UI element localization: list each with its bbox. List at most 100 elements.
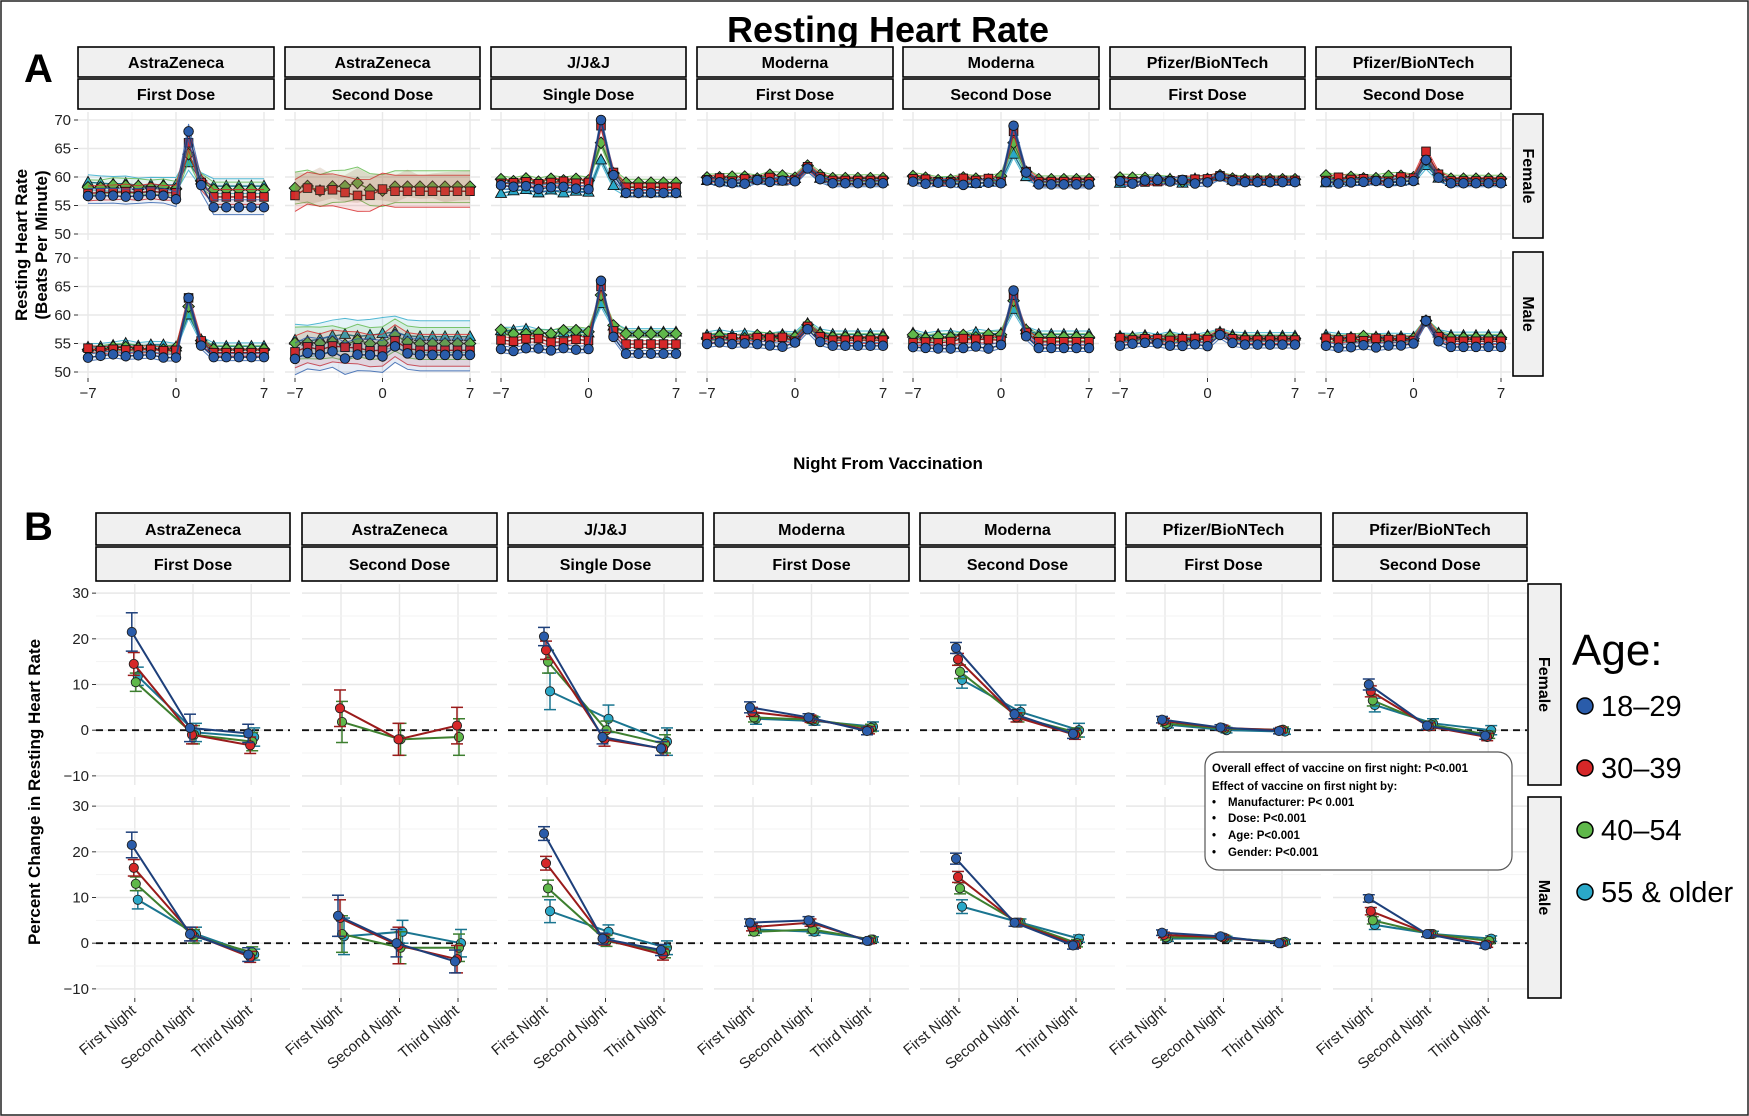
ci-upper [87, 123, 264, 201]
strip-dose [95, 546, 291, 582]
data-point [465, 186, 475, 196]
x-tick-label: 0 [584, 385, 592, 402]
data-point [95, 350, 106, 362]
strip-dose [1125, 546, 1322, 582]
facet-b [920, 584, 1115, 785]
strip-manufacturer [902, 46, 1100, 78]
facet-a: −7 0 7 [697, 250, 893, 402]
data-point [1358, 340, 1369, 351]
data-point [658, 348, 669, 360]
legend-label-55-older: 55 & older [1601, 877, 1734, 909]
data-point [1252, 176, 1263, 188]
strip-row [1527, 796, 1562, 999]
annotation-item-manufacturer: Manufacturer: P< 0.001 [1228, 797, 1355, 809]
data-point [1067, 728, 1079, 739]
y-tick-label: −10 [64, 981, 89, 998]
data-point [1189, 339, 1201, 350]
y-tick-label: 30 [72, 585, 89, 602]
data-point [246, 201, 257, 213]
data-point [1058, 179, 1070, 190]
data-point [377, 184, 388, 194]
data-point [714, 176, 725, 188]
data-point [877, 340, 889, 352]
data-point [221, 201, 232, 213]
data-point [983, 343, 994, 354]
data-point [389, 341, 401, 352]
data-point [920, 178, 931, 190]
data-point [352, 190, 363, 201]
data-point [1177, 340, 1188, 352]
ci-band [88, 123, 264, 215]
data-point [439, 349, 451, 361]
data-point [132, 894, 143, 905]
y-tick-label: 30 [72, 798, 89, 815]
data-point [1320, 176, 1332, 188]
strip-row [1512, 113, 1544, 239]
ci-band [1326, 156, 1501, 187]
facet-a: 50 55 60 65 70 −7 0 7 [54, 250, 274, 402]
data-point [1214, 329, 1226, 341]
x-tick-label: 0 [1203, 385, 1211, 402]
data-point [1033, 179, 1044, 190]
data-point [508, 345, 519, 357]
data-point [952, 871, 964, 882]
data-point [1383, 340, 1394, 351]
facet-a [1110, 112, 1305, 240]
data-point [339, 353, 351, 364]
ci-lower [87, 138, 264, 216]
strip-row-label: Male [1535, 880, 1552, 916]
data-point [744, 702, 756, 713]
data-point [907, 341, 919, 353]
data-point [557, 323, 570, 337]
data-point [1046, 179, 1057, 190]
data-point [452, 349, 463, 361]
strip-dose [696, 78, 894, 110]
strip-dose-label: First Dose [1168, 87, 1246, 104]
data-point [545, 345, 557, 356]
legend-label-18-29: 18–29 [1601, 691, 1682, 723]
data-point [1495, 178, 1507, 189]
strip-row [1527, 583, 1562, 786]
data-point [402, 186, 413, 196]
strip-dose-label: Second Dose [1363, 87, 1464, 104]
data-point [145, 189, 157, 201]
data-point [739, 178, 750, 189]
data-point [1139, 175, 1151, 186]
data-point [1008, 120, 1019, 131]
strip-manufacturer-label: AstraZeneca [351, 522, 447, 539]
data-point [983, 177, 994, 189]
data-point [827, 340, 838, 352]
data-point [246, 351, 257, 363]
data-point [789, 176, 801, 187]
strip-manufacturer-label: Moderna [762, 55, 829, 72]
data-point [1470, 178, 1482, 189]
y-axis-title-line-1: Resting Heart Rate [12, 169, 31, 321]
y-tick-label: 65 [54, 141, 71, 158]
data-point [208, 201, 219, 213]
data-point [533, 343, 544, 354]
data-point [302, 183, 313, 193]
data-point [1083, 179, 1095, 190]
data-point [1046, 342, 1057, 354]
data-point [1156, 927, 1168, 938]
data-point [655, 944, 667, 956]
x-tick-label: −7 [904, 385, 921, 402]
strip-manufacturer-label: AstraZeneca [334, 55, 430, 72]
data-point [570, 344, 582, 355]
data-point [1009, 917, 1020, 928]
facet-a [903, 112, 1099, 240]
x-tick-label: −7 [79, 385, 96, 402]
data-point [701, 338, 713, 350]
data-point [814, 173, 826, 185]
data-point [1202, 340, 1213, 352]
data-point [95, 190, 106, 202]
data-point [508, 181, 519, 193]
data-point [840, 340, 851, 352]
data-point [1470, 341, 1482, 353]
annotation-overall: Overall effect of vaccine on first night… [1212, 763, 1469, 775]
annotation-item-age: Age: P<0.001 [1228, 830, 1301, 842]
legend-marker-40-54 [1576, 821, 1594, 839]
x-tick-label: 0 [378, 385, 386, 402]
data-point [1114, 340, 1126, 352]
